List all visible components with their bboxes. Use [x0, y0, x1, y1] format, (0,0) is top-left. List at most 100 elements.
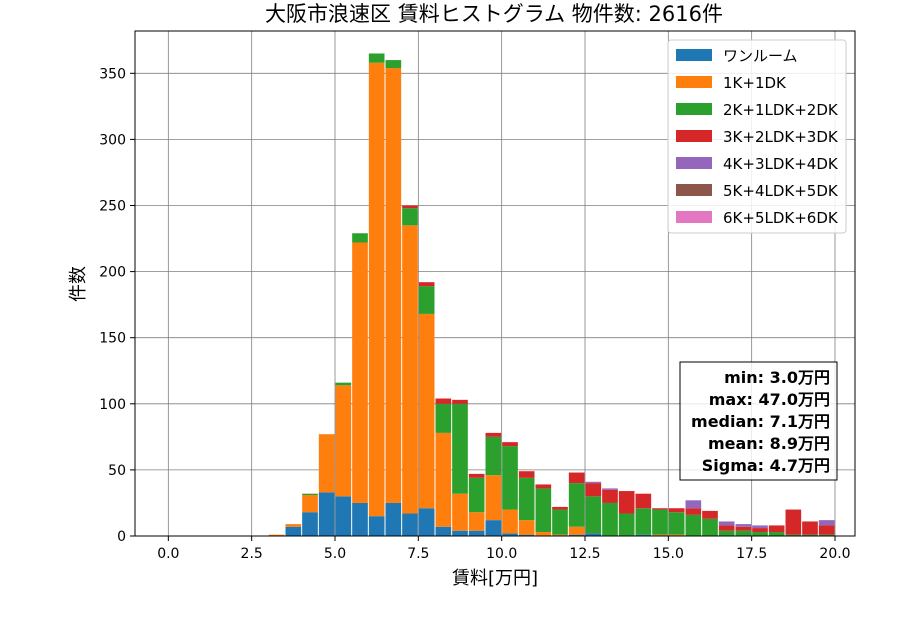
bar-segment	[602, 488, 618, 490]
bar-segment	[452, 399, 468, 404]
bar-segment	[718, 521, 735, 526]
grid	[135, 31, 855, 537]
bar-segment	[452, 493, 468, 531]
bar-segment	[485, 432, 502, 437]
bar-segment	[768, 525, 785, 533]
bar-segment	[368, 53, 385, 63]
bar-segment	[718, 525, 735, 531]
bar-segment	[485, 475, 502, 521]
bar-segment	[352, 502, 368, 536]
bar-segment	[268, 534, 285, 536]
bar-segment	[785, 509, 802, 535]
stats-line: Sigma: 4.7万円	[702, 456, 830, 475]
bar-segment	[385, 68, 402, 503]
bar-segment	[618, 491, 635, 514]
bar-segment	[518, 477, 535, 521]
x-tick-label: 12.5	[569, 546, 600, 562]
bar-segment	[552, 506, 568, 510]
bar-segment	[368, 62, 385, 517]
bar-segment	[552, 509, 568, 535]
bar-segment	[635, 508, 652, 535]
bar-segment	[768, 532, 785, 536]
bar-segment	[652, 509, 668, 535]
x-tick-label: 15.0	[653, 546, 684, 562]
y-tick-label: 150	[99, 331, 126, 347]
legend-label: 4K+3LDK+4DK	[723, 155, 839, 173]
bar-segment	[818, 520, 835, 526]
legend-label: 5K+4LDK+5DK	[723, 182, 839, 200]
bar-segment	[752, 528, 768, 533]
bar-segment	[735, 524, 752, 527]
legend-label: 3K+2LDK+3DK	[723, 128, 839, 146]
bar-segment	[568, 526, 585, 535]
bar-segment	[668, 512, 685, 535]
stats-line: median: 7.1万円	[691, 412, 830, 431]
bar-segment	[418, 282, 435, 287]
legend-swatch	[676, 184, 712, 196]
bar-segment	[352, 242, 368, 503]
y-tick-label: 350	[99, 66, 126, 82]
bar-segment	[818, 525, 835, 535]
bar-segment	[668, 508, 685, 513]
bar-segment	[385, 60, 402, 69]
stats-line: max: 47.0万円	[709, 390, 830, 409]
bar-segment	[435, 526, 452, 536]
legend-swatch	[676, 76, 712, 88]
bar-segment	[635, 534, 652, 536]
bar-segment	[535, 532, 552, 536]
bar-segment	[285, 526, 302, 536]
x-axis-label: 賃料[万円]	[452, 568, 538, 589]
bar-segment	[702, 510, 718, 519]
y-tick-label: 250	[99, 199, 126, 215]
bar-segment	[402, 205, 418, 209]
bar-segment	[435, 398, 452, 404]
bar-segment	[602, 489, 618, 503]
bar-segment	[818, 534, 835, 536]
legend-label: 1K+1DK	[723, 74, 787, 92]
x-tick-label: 10.0	[486, 546, 517, 562]
bar-segment	[552, 534, 568, 536]
x-tick-label: 0.0	[157, 546, 179, 562]
x-tick-label: 2.5	[241, 546, 263, 562]
legend-swatch	[676, 130, 712, 142]
bar-segment	[585, 481, 602, 484]
y-tick-label: 100	[99, 397, 126, 413]
bar-segment	[685, 508, 702, 515]
bar-segment	[452, 530, 468, 536]
bar-segment	[502, 509, 518, 534]
bar-segment	[735, 526, 752, 531]
x-tick-label: 20.0	[819, 546, 850, 562]
bar-segment	[802, 521, 818, 535]
bar-segment	[652, 534, 668, 536]
bar-segment	[302, 512, 318, 536]
bar-segment	[502, 442, 518, 447]
x-tick-label: 17.5	[736, 546, 767, 562]
bar-segment	[518, 534, 535, 536]
y-axis-label: 件数	[68, 266, 89, 302]
bar-segment	[468, 477, 485, 513]
bar-segment	[402, 225, 418, 514]
bar-segment	[802, 534, 818, 536]
bar-segment	[502, 533, 518, 536]
legend-swatch	[676, 157, 712, 169]
stats-box: min: 3.0万円 max: 47.0万円 median: 7.1万円 mean: …	[679, 361, 838, 481]
bar-segment	[568, 472, 585, 484]
legend: ワンルーム 1K+1DK 2K+1LDK+2DK 3K+2LDK+3DK 4K+3LDK…	[667, 39, 847, 234]
bar-segment	[585, 483, 602, 497]
legend-swatch	[676, 211, 712, 223]
bar-segment	[402, 208, 418, 226]
bar-segment	[652, 508, 668, 510]
bar-segment	[618, 513, 635, 536]
bar-segment	[468, 473, 485, 478]
bar-segment	[585, 496, 602, 534]
legend-swatch	[676, 103, 712, 115]
bar-segment	[402, 513, 418, 536]
bar-segment	[435, 403, 452, 433]
legend-label: 6K+5LDK+6DK	[723, 209, 839, 227]
bar-segment	[518, 520, 535, 535]
bar-segment	[718, 530, 735, 536]
bar-segment	[302, 493, 318, 496]
bar-segment	[385, 502, 402, 536]
y-tick-label: 300	[99, 132, 126, 148]
